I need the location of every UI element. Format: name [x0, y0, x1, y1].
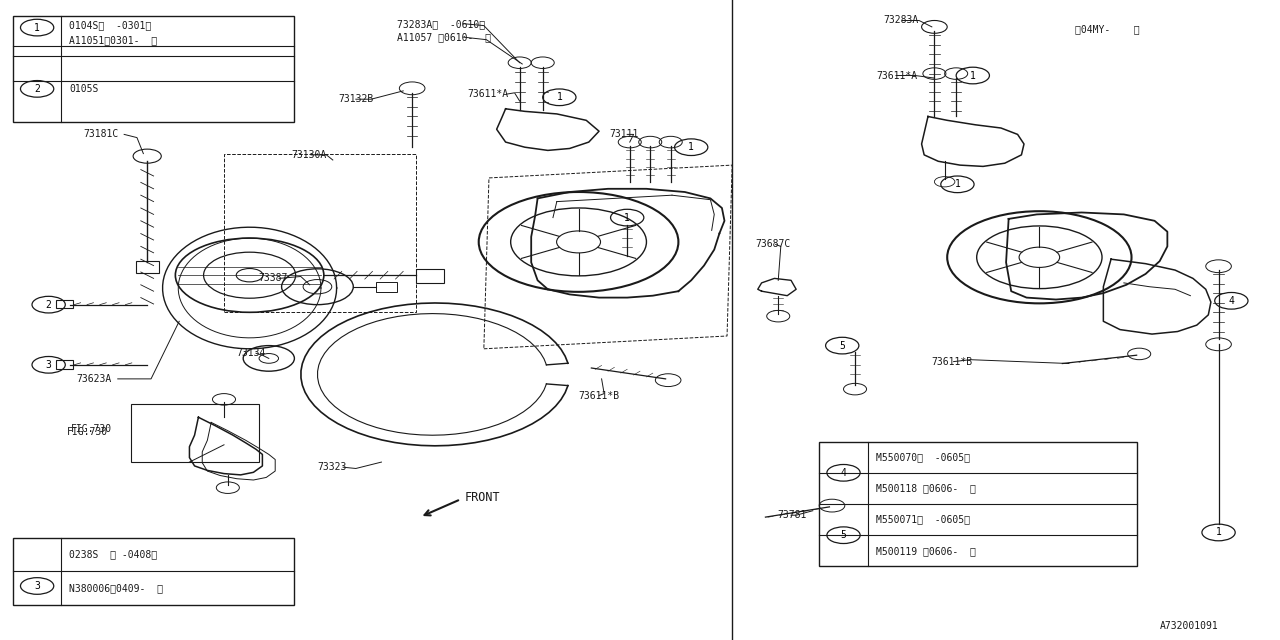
Text: 0238S  （ -0408）: 0238S （ -0408） — [69, 549, 157, 559]
Bar — [376, 282, 397, 292]
Text: 1: 1 — [35, 22, 40, 33]
Text: 4: 4 — [841, 468, 846, 478]
Bar — [819, 442, 1137, 566]
Text: （04MY-    ）: （04MY- ） — [1075, 24, 1139, 34]
Text: 3: 3 — [46, 360, 51, 370]
Text: A732001091: A732001091 — [1160, 621, 1219, 631]
Text: A11051（0301-  ）: A11051（0301- ） — [69, 35, 157, 45]
Text: 73687C: 73687C — [755, 239, 791, 250]
Text: 4: 4 — [1229, 296, 1234, 306]
Text: 0105S: 0105S — [69, 84, 99, 94]
Text: 73132B: 73132B — [338, 94, 374, 104]
Bar — [416, 269, 444, 283]
Text: 1: 1 — [970, 70, 975, 81]
Text: 1: 1 — [625, 212, 630, 223]
Bar — [13, 538, 294, 605]
Text: 5: 5 — [840, 340, 845, 351]
Text: 73611*A: 73611*A — [467, 89, 508, 99]
Text: 73283A（  -0610）: 73283A（ -0610） — [397, 19, 485, 29]
Text: FRONT: FRONT — [465, 492, 500, 504]
Text: M500118 （0606-  ）: M500118 （0606- ） — [876, 483, 975, 493]
Text: 73623A: 73623A — [77, 374, 113, 384]
Text: 73611*B: 73611*B — [579, 390, 620, 401]
Text: 5: 5 — [841, 530, 846, 540]
Text: M500119 （0606-  ）: M500119 （0606- ） — [876, 546, 975, 556]
Text: M550071（  -0605）: M550071（ -0605） — [876, 515, 969, 525]
Text: 73781: 73781 — [777, 510, 806, 520]
Bar — [56, 300, 73, 308]
Text: 73134: 73134 — [237, 348, 266, 358]
Text: 3: 3 — [35, 581, 40, 591]
Text: FIG.730: FIG.730 — [67, 427, 108, 437]
Text: 73283A: 73283A — [883, 15, 919, 26]
Text: 73611*A: 73611*A — [877, 70, 918, 81]
Text: 1: 1 — [955, 179, 960, 189]
Text: 73387: 73387 — [259, 273, 288, 284]
Text: 2: 2 — [46, 300, 51, 310]
Text: 73130A: 73130A — [292, 150, 328, 160]
Bar — [13, 16, 294, 122]
Text: 73111: 73111 — [609, 129, 639, 140]
Bar — [131, 404, 259, 462]
Bar — [224, 154, 416, 312]
Text: 73611*B: 73611*B — [932, 356, 973, 367]
Text: 1: 1 — [689, 142, 694, 152]
Text: 2: 2 — [35, 84, 40, 94]
Text: A11057 （0610-  ）: A11057 （0610- ） — [397, 32, 490, 42]
Text: 0104S（  -0301）: 0104S（ -0301） — [69, 20, 151, 30]
Bar — [56, 360, 73, 369]
Text: 1: 1 — [557, 92, 562, 102]
Text: FIG.730: FIG.730 — [70, 424, 111, 434]
Bar — [136, 261, 159, 273]
Text: 1: 1 — [1216, 527, 1221, 538]
Text: 73323: 73323 — [317, 462, 347, 472]
Text: 73181C: 73181C — [83, 129, 119, 140]
Text: M550070（  -0605）: M550070（ -0605） — [876, 452, 969, 462]
Text: N380006（0409-  ）: N380006（0409- ） — [69, 583, 163, 593]
